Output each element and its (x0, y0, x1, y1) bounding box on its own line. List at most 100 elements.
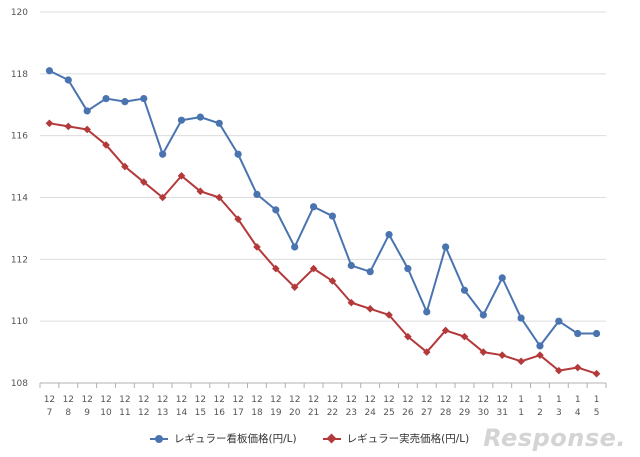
data-point (64, 76, 72, 84)
data-point (347, 261, 355, 270)
data-point (479, 311, 487, 319)
series-2 (45, 119, 601, 378)
response-logo: Response. (483, 424, 626, 452)
x-tick-label-day: 2 (537, 408, 543, 418)
data-point (574, 329, 582, 338)
data-point (366, 268, 374, 276)
data-point (404, 332, 412, 341)
x-tick-label-day: 28 (440, 408, 452, 418)
data-point (102, 94, 110, 103)
data-point (159, 150, 167, 158)
data-point (196, 187, 205, 196)
data-point (517, 314, 525, 322)
data-point (253, 243, 261, 251)
data-point (592, 329, 601, 338)
x-tick-label-month: 12 (251, 395, 262, 405)
data-point (536, 342, 544, 350)
data-point (366, 305, 374, 313)
legend-label-signboard: レギュラー看板価格(円/L) (174, 433, 297, 445)
x-tick-label-month: 12 (478, 395, 489, 405)
y-tick-label: 110 (11, 317, 28, 327)
data-point (555, 366, 563, 375)
x-tick-label-day: 29 (459, 408, 471, 418)
data-point (83, 107, 91, 115)
data-point (139, 178, 148, 186)
x-tick-label-day: 11 (119, 408, 130, 418)
data-point (422, 348, 431, 356)
y-tick-label: 120 (11, 8, 28, 18)
y-tick-label: 116 (11, 132, 28, 142)
x-tick-label-month: 12 (270, 395, 281, 405)
data-point (404, 265, 412, 273)
data-point (290, 283, 299, 291)
x-tick-label-month: 1 (537, 395, 543, 405)
x-tick-label-month: 12 (138, 395, 149, 405)
data-point (234, 150, 242, 158)
y-tick-label: 118 (11, 70, 28, 80)
x-tick-label-day: 26 (402, 408, 414, 418)
data-point (215, 119, 223, 127)
data-point (253, 190, 261, 199)
data-point (573, 363, 582, 372)
data-point (45, 67, 54, 75)
x-tick-label-day: 16 (214, 408, 226, 418)
x-tick-label-day: 4 (575, 408, 581, 418)
data-point (121, 162, 129, 171)
x-tick-label-month: 12 (81, 395, 92, 405)
data-point (385, 231, 393, 239)
legend: レギュラー看板価格(円/L) レギュラー実売価格(円/L) (150, 431, 469, 446)
x-tick-label-day: 24 (364, 408, 376, 418)
y-tick-label: 114 (11, 194, 28, 204)
legend-item-actual[interactable]: レギュラー実売価格(円/L) (322, 431, 470, 446)
data-point (177, 172, 186, 180)
legend-label-actual: レギュラー実売価格(円/L) (346, 433, 470, 445)
data-point (442, 243, 450, 251)
data-series (45, 67, 601, 378)
x-tick-label-month: 12 (459, 395, 470, 405)
y-tick-label: 112 (11, 255, 28, 265)
data-point (215, 193, 224, 202)
data-point (517, 357, 525, 366)
x-tick-label-month: 12 (346, 395, 357, 405)
x-tick-label-day: 23 (346, 408, 357, 418)
data-point (140, 94, 148, 103)
x-tick-label-month: 12 (63, 395, 74, 405)
x-tick-label-day: 21 (308, 408, 319, 418)
x-tick-label-day: 13 (157, 408, 168, 418)
data-point (291, 243, 299, 251)
data-point (272, 206, 280, 214)
x-tick-label-day: 5 (594, 408, 600, 418)
data-point (234, 215, 242, 223)
x-tick-label-day: 25 (383, 408, 394, 418)
y-tick-label: 108 (11, 379, 28, 389)
x-tick-label-day: 1 (518, 408, 524, 418)
data-point (45, 119, 54, 128)
x-tick-label-month: 12 (157, 395, 168, 405)
data-point (272, 264, 280, 273)
x-tick-label-day: 18 (251, 408, 263, 418)
x-tick-label-day: 8 (65, 408, 71, 418)
x-tick-label-month: 1 (575, 395, 581, 405)
y-axis-labels: 108 110 112 114 116 118 120 (11, 8, 28, 389)
data-point (347, 298, 356, 307)
circle-marker-icon (150, 434, 168, 444)
x-tick-label-day: 3 (556, 408, 562, 418)
data-point (460, 286, 469, 294)
legend-item-signboard[interactable]: レギュラー看板価格(円/L) (150, 431, 297, 446)
x-tick-label-month: 12 (421, 395, 432, 405)
x-tick-label-month: 12 (232, 395, 243, 405)
data-point (64, 122, 73, 131)
x-tick-label-month: 1 (518, 395, 524, 405)
diamond-marker-icon (322, 433, 341, 444)
x-tick-label-month: 12 (308, 395, 319, 405)
x-tick-label-month: 12 (119, 395, 130, 405)
x-tick-label-day: 22 (327, 408, 338, 418)
x-tick-label-day: 7 (47, 408, 53, 418)
data-point (460, 332, 469, 341)
x-tick-label-month: 12 (100, 395, 111, 405)
series-line (49, 122, 597, 375)
x-tick-label-month: 12 (497, 395, 508, 405)
data-point (328, 277, 337, 285)
x-tick-label-day: 17 (232, 408, 243, 418)
